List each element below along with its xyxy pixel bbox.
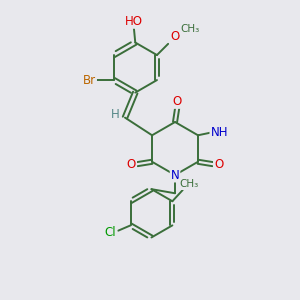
Text: O: O (173, 95, 182, 108)
Text: O: O (127, 158, 136, 171)
Text: CH₃: CH₃ (179, 179, 198, 189)
Text: O: O (214, 158, 223, 171)
Text: N: N (171, 169, 179, 182)
Text: NH: NH (210, 126, 228, 139)
Text: CH₃: CH₃ (180, 24, 200, 34)
Text: Cl: Cl (105, 226, 116, 239)
Text: HO: HO (125, 15, 143, 28)
Text: O: O (170, 30, 179, 43)
Text: H: H (111, 108, 120, 121)
Text: Br: Br (83, 74, 96, 87)
